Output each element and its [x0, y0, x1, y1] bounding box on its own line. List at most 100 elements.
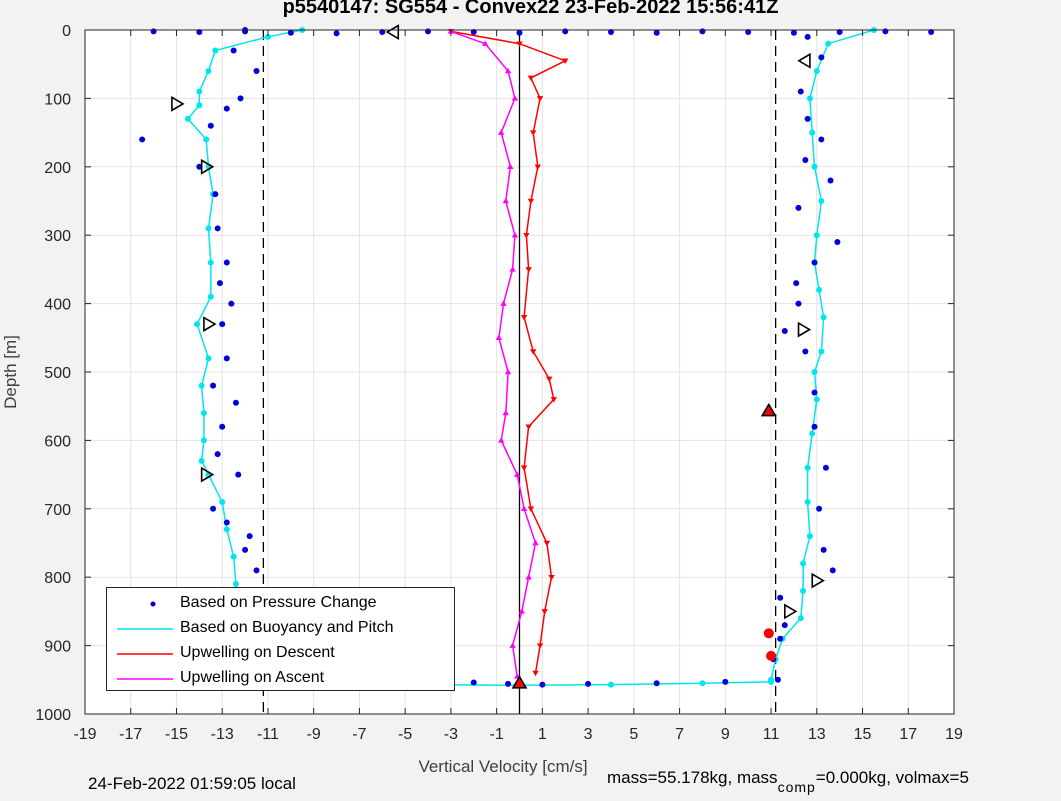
upwelling-descent-point [536, 96, 544, 102]
upwelling-ascent-point [502, 409, 509, 416]
buoyancy-pitch-point [820, 314, 827, 321]
buoyancy-pitch-point [198, 382, 205, 389]
pressure-change-point [607, 29, 614, 36]
buoyancy-pitch-point [813, 232, 820, 239]
pressure-change-point [774, 676, 781, 683]
pressure-change-point [253, 567, 260, 574]
pressure-change-point [804, 115, 811, 122]
upwelling-descent-point [536, 643, 544, 649]
legend-swatch-descent [117, 653, 173, 655]
upwelling-descent-point [527, 75, 535, 82]
pressure-change-point [470, 29, 477, 36]
upwelling-ascent-point [495, 334, 503, 341]
buoyancy-pitch-point [219, 498, 226, 505]
triangle-marker [783, 603, 798, 620]
upwelling-ascent-point [498, 437, 505, 443]
upwelling-ascent-point [507, 163, 514, 170]
upwelling-ascent-point [532, 539, 539, 546]
pressure-change-point [216, 280, 223, 287]
pressure-change-point [223, 355, 230, 362]
pressure-change-point [139, 136, 146, 143]
pressure-change-point [811, 389, 818, 396]
y-tick-label: 0 [62, 23, 71, 40]
upwelling-descent-point [546, 376, 553, 383]
upwelling-ascent-point [504, 67, 512, 74]
y-axis-label: Depth [m] [1, 335, 20, 409]
pressure-change-point [745, 29, 752, 36]
buoyancy-pitch-point [264, 33, 271, 40]
pressure-change-point [230, 47, 237, 54]
triangle-marker [200, 466, 215, 483]
x-tick-label: -3 [444, 726, 458, 743]
buoyancy-pitch-point [196, 102, 203, 109]
upwelling-descent-point [527, 506, 535, 512]
buoyancy-pitch-point [813, 396, 820, 403]
buoyancy-pitch-point [804, 464, 811, 471]
buoyancy-pitch-point [205, 355, 212, 362]
pressure-change-point [816, 505, 823, 512]
triangle-marker [811, 572, 825, 589]
buoyancy-pitch-point [196, 88, 203, 95]
footer-timestamp: 24-Feb-2022 01:59:05 local [88, 774, 296, 793]
legend-label-buoyancy: Based on Buoyancy and Pitch [180, 619, 394, 636]
upwelling-ascent-point [500, 300, 507, 306]
upwelling-descent-point [527, 198, 535, 205]
upwelling-descent-point [562, 58, 569, 64]
buoyancy-pitch-point [205, 225, 212, 232]
footer-mass-sub: comp [777, 779, 816, 795]
pressure-change-point [653, 29, 660, 36]
x-tick-label: 9 [721, 726, 730, 743]
y-tick-label: 800 [44, 570, 71, 587]
upwelling-ascent-point [498, 129, 505, 135]
legend-label-descent: Upwelling on Descent [180, 644, 335, 661]
pressure-change-point [212, 191, 219, 198]
x-tick-label: -11 [257, 726, 279, 743]
pressure-change-point [882, 28, 889, 35]
x-tick-label: -5 [398, 726, 412, 743]
x-tick-label: -17 [119, 726, 142, 743]
upwelling-ascent-point [520, 505, 528, 512]
triangle-marker [171, 95, 185, 112]
pressure-change-point [196, 29, 203, 36]
pressure-change-point [242, 546, 249, 553]
buoyancy-pitch-point [194, 321, 201, 328]
legend: Based on Pressure Change Based on Buoyan… [106, 587, 455, 691]
pressure-change-point [822, 464, 829, 471]
x-tick-label: 13 [808, 726, 826, 743]
x-tick-label: 7 [675, 726, 684, 743]
pressure-change-point [210, 382, 217, 389]
buoyancy-pitch-point [806, 533, 813, 540]
triangle-marker [200, 158, 215, 175]
legend-label-pressure: Based on Pressure Change [180, 594, 377, 611]
pressure-change-point [214, 451, 221, 458]
upwelling-ascent-point [514, 471, 521, 477]
pressure-change-point [253, 68, 260, 75]
y-tick-label: 300 [44, 228, 71, 245]
buoyancy-pitch-point [699, 680, 706, 687]
upwelling-descent-point [532, 670, 539, 677]
legend-swatch-ascent [117, 678, 173, 680]
buoyancy-pitch-line [770, 29, 875, 680]
pressure-change-point [836, 29, 843, 36]
y-tick-label: 900 [44, 639, 71, 656]
triangle-marker [797, 321, 812, 338]
y-tick-label: 700 [44, 502, 71, 519]
buoyancy-pitch-point [797, 615, 804, 622]
pressure-change-point [818, 136, 825, 143]
x-tick-label: -9 [307, 726, 321, 743]
buoyancy-pitch-point [212, 47, 219, 54]
pressure-change-point [237, 95, 244, 102]
pressure-change-point [516, 29, 523, 36]
series-layer [139, 27, 935, 689]
pressure-change-point [804, 33, 811, 40]
y-tick-label: 600 [44, 433, 71, 450]
pressure-change-point [795, 204, 802, 211]
pressure-change-point [223, 519, 230, 526]
triangle-marker [203, 316, 217, 333]
buoyancy-pitch-point [804, 498, 811, 505]
buoyancy-pitch-point [809, 129, 816, 136]
pressure-change-point [802, 156, 809, 163]
pressure-change-point [379, 29, 386, 36]
upwelling-descent-point [550, 397, 558, 403]
pressure-change-point [505, 680, 512, 687]
